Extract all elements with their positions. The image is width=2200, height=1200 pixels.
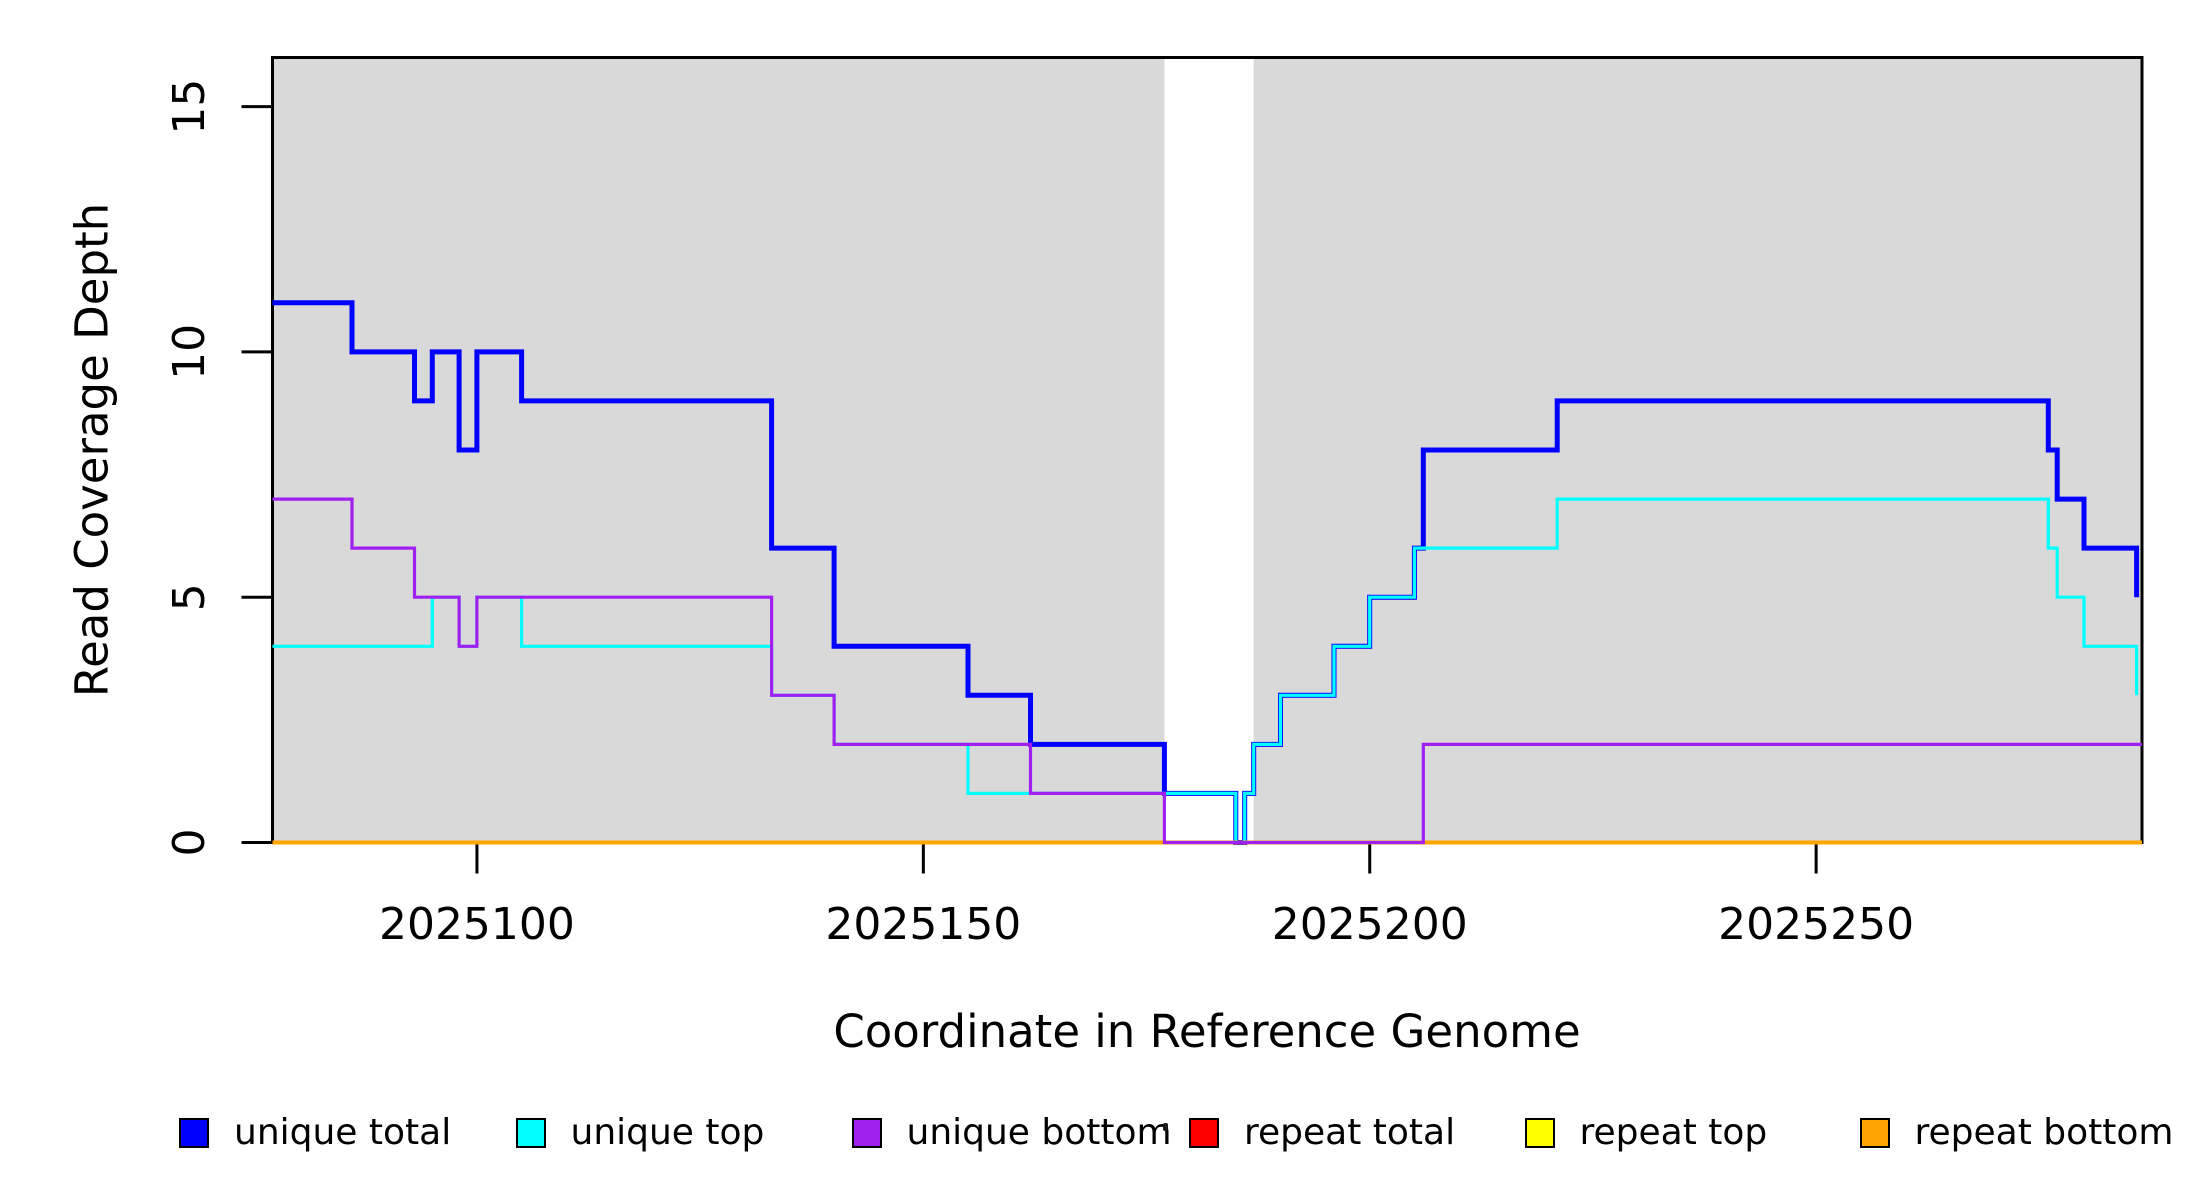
y-axis-title: Read Coverage Depth	[65, 202, 119, 698]
x-tick-label: 2025200	[1272, 899, 1468, 950]
y-tick-label: 5	[164, 583, 215, 611]
series-line-unique-bottom	[272, 497, 2142, 845]
x-tick-label: 2025100	[379, 899, 575, 950]
y-tick-label: 15	[164, 79, 215, 135]
y-tick-label: 0	[164, 829, 215, 857]
shaded-region-2	[1253, 56, 2142, 844]
shaded-region-1	[272, 56, 1165, 844]
x-axis-title: Coordinate in Reference Genome	[833, 1005, 1581, 1058]
x-tick-label: 2025250	[1718, 899, 1914, 950]
x-tick-label: 2025150	[825, 899, 1021, 950]
y-tick-label: 10	[164, 324, 215, 380]
stray-dot-artifact	[1163, 1123, 1168, 1131]
